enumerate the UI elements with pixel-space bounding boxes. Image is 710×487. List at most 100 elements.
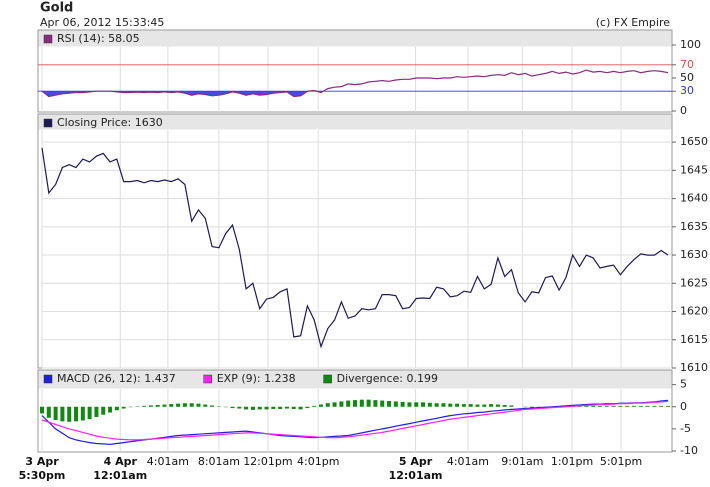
panel — [37, 113, 673, 369]
panel-header — [38, 114, 672, 130]
bar — [87, 406, 92, 420]
bar — [278, 406, 283, 409]
legend-label: EXP (9): 1.238 — [217, 372, 296, 385]
bar — [652, 405, 657, 407]
y-tick-label: -5 — [680, 422, 691, 435]
bar — [618, 405, 623, 407]
legend-swatch — [203, 374, 212, 384]
x-tick-label: 4:01pm — [297, 455, 340, 468]
bar — [645, 405, 650, 407]
legend-swatch — [43, 34, 53, 44]
x-tick-label: 5:01pm — [599, 455, 643, 468]
bar — [509, 405, 514, 407]
bar — [74, 406, 79, 422]
x-tick-label: 5 Apr 12:01am — [388, 455, 443, 482]
bar — [441, 403, 446, 407]
y-tick-label: 1650 — [680, 135, 708, 148]
bar — [325, 403, 330, 407]
bar — [60, 406, 65, 422]
legend-swatch — [43, 374, 53, 384]
timestamp: Apr 06, 2012 15:33:45 — [40, 16, 164, 29]
line — [41, 400, 669, 441]
bar — [448, 403, 453, 407]
bar — [271, 406, 276, 409]
bar — [591, 405, 596, 407]
bar — [421, 402, 426, 407]
legend-label: Closing Price: 1630 — [57, 116, 163, 129]
bar — [155, 404, 160, 407]
bar — [461, 404, 466, 407]
bar — [502, 404, 507, 407]
y-tick-label: 1635 — [680, 220, 708, 233]
bar — [182, 403, 187, 407]
bar — [189, 403, 194, 407]
bar — [46, 406, 51, 418]
legend-label: Divergence: 0.199 — [337, 372, 438, 385]
bar — [353, 400, 357, 407]
bar — [625, 405, 630, 407]
bar — [373, 400, 378, 407]
x-tick-label: 1:01pm — [550, 455, 594, 468]
y-tick-label: 1625 — [680, 276, 708, 289]
bar — [67, 406, 72, 422]
bar — [312, 405, 317, 407]
bar — [114, 406, 119, 411]
panel-header — [38, 370, 672, 389]
bar — [434, 403, 439, 407]
bar — [121, 406, 126, 409]
bar — [414, 402, 419, 407]
bar — [257, 406, 262, 410]
bar — [366, 399, 371, 407]
bar — [101, 406, 106, 415]
bar — [305, 406, 310, 409]
bar — [53, 406, 58, 421]
bar — [40, 406, 44, 414]
bar — [631, 405, 636, 407]
y-tick-label: 1620 — [680, 305, 708, 318]
y-tick-label: 70 — [680, 58, 694, 71]
bar — [427, 402, 432, 407]
bar — [584, 405, 589, 407]
legend-label: RSI (14): 58.05 — [57, 32, 140, 45]
bar — [142, 405, 147, 407]
legend-label: MACD (26, 12): 1.437 — [57, 372, 176, 385]
x-tick-label: 4:01am — [146, 455, 189, 468]
bar — [291, 406, 296, 409]
bar — [495, 404, 500, 407]
bar — [176, 403, 181, 407]
bar — [210, 405, 215, 407]
bar — [264, 406, 269, 410]
y-tick-label: 1630 — [680, 248, 708, 261]
y-tick-label: 1640 — [680, 192, 708, 205]
y-tick-label: 1645 — [680, 163, 708, 176]
y-tick-label: 5 — [680, 378, 687, 391]
bar — [604, 405, 609, 407]
bar — [108, 406, 113, 413]
line — [41, 69, 669, 98]
bar — [230, 406, 235, 409]
y-tick-label: 0 — [680, 400, 687, 413]
x-tick-label: 12:01pm — [243, 455, 293, 468]
bar — [80, 406, 85, 421]
bar — [196, 403, 201, 407]
bar — [393, 401, 398, 407]
x-tick-label: 9:01am — [501, 455, 544, 468]
bar — [482, 404, 487, 407]
copyright: (c) FX Empire — [596, 16, 670, 29]
bar — [359, 399, 364, 407]
bar — [203, 404, 208, 407]
y-tick-label: 0 — [680, 104, 687, 117]
bar — [346, 400, 351, 407]
x-tick-label: 3 Apr 5:30pm — [18, 455, 66, 482]
bar — [666, 405, 670, 407]
bar — [284, 406, 289, 409]
bar — [237, 406, 242, 409]
bar — [659, 405, 664, 407]
y-tick-label: -10 — [680, 444, 698, 457]
bar — [597, 405, 602, 407]
y-tick-label: 50 — [680, 71, 694, 84]
x-tick-label: 8:01am — [197, 455, 240, 468]
line — [41, 147, 669, 349]
bar — [148, 405, 153, 407]
